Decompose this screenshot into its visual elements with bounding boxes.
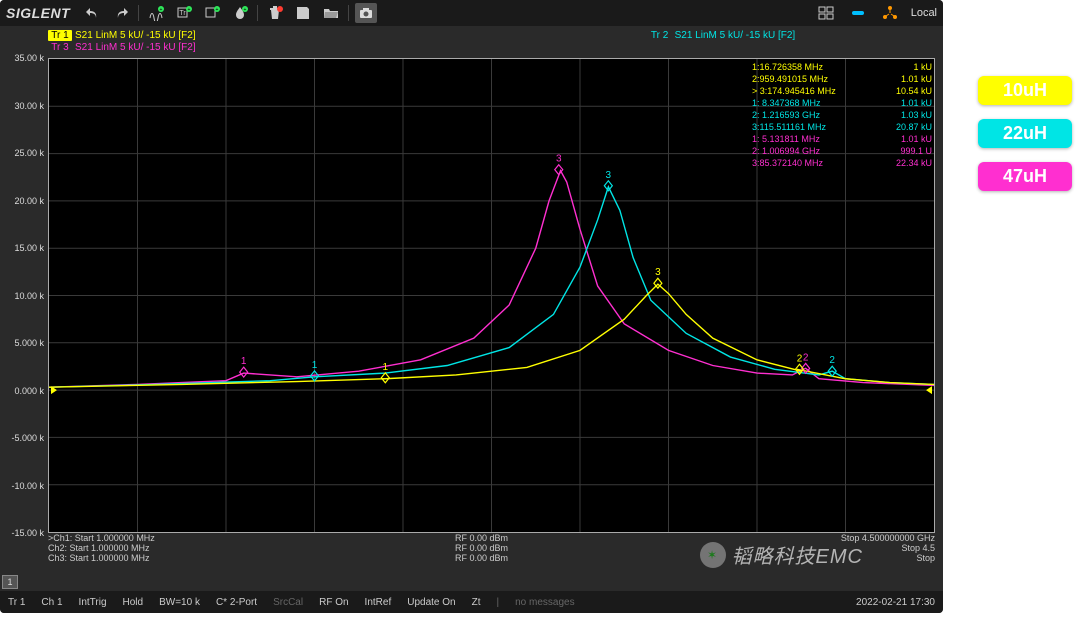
legend-pill: 47uH [978,162,1072,191]
add-channel-icon[interactable]: + [201,3,223,23]
status-item: Update On [407,597,455,608]
y-tick: 35.00 k [14,53,44,63]
marker-readout-row: 2:959.491015 MHz1.01 kU [752,73,932,85]
svg-text:+: + [244,7,247,13]
top-toolbar: SIGLENT + Tr+ + + Local [0,0,943,26]
y-tick: -5.000 k [11,433,44,443]
window-tab[interactable]: 1 [2,575,18,589]
svg-text:2: 2 [803,352,809,363]
brand-logo: SIGLENT [6,5,70,21]
y-tick: 0.000 k [14,386,44,396]
trace-header: Tr 1S21 LinM 5 kU/ -15 kU [F2] Tr 3S21 L… [48,30,795,53]
trace1-label[interactable]: Tr 1S21 LinM 5 kU/ -15 kU [F2] [48,30,196,41]
marker-readout-row: 3:115.511161 MHz20.87 kU [752,121,932,133]
local-label[interactable]: Local [911,7,937,19]
plot-area: 35.00 k30.00 k25.00 k20.00 k15.00 k10.00… [10,58,935,563]
svg-text:2: 2 [829,355,835,366]
y-tick: -10.00 k [11,481,44,491]
svg-text:3: 3 [655,267,661,278]
link-icon[interactable] [847,3,869,23]
svg-text:3: 3 [606,170,612,181]
svg-text:1: 1 [312,360,318,371]
watermark-text: 韬略科技EMC [732,540,863,569]
layout-icon[interactable] [815,3,837,23]
plot[interactable]: 1 3 2 1 3 2 1 3 2 1:16.726358 MHz1 kU2:959.49101… [48,58,935,533]
instrument-window: SIGLENT + Tr+ + + Local Tr 1S21 LinM 5 k… [0,0,943,613]
svg-text:+: + [188,7,191,13]
status-item: IntRef [365,597,392,608]
y-axis-ticks: 35.00 k30.00 k25.00 k20.00 k15.00 k10.00… [10,58,46,533]
svg-text:+: + [160,7,163,13]
status-item: Ch 1 [41,597,62,608]
delete-icon[interactable] [264,3,286,23]
y-tick: 25.00 k [14,148,44,158]
y-tick: 20.00 k [14,196,44,206]
marker-readout-row: 2: 1.006994 GHz999.1 U [752,145,932,157]
y-tick: 30.00 k [14,101,44,111]
legend-pill: 22uH [978,119,1072,148]
undo-icon[interactable] [82,3,104,23]
legend-side: 10uH 22uH 47uH [978,76,1072,191]
add-trace-icon[interactable]: Tr+ [173,3,195,23]
trace3-label[interactable]: Tr 3S21 LinM 5 kU/ -15 kU [F2] [48,42,196,53]
status-item: 2022-02-21 17:30 [856,597,935,608]
screenshot-icon[interactable] [355,3,377,23]
wechat-icon: ✶ [700,542,726,568]
marker-readout-row: 1: 8.347368 MHz1.01 kU [752,97,932,109]
status-item: no messages [515,597,574,608]
marker-readout-row: 2: 1.216593 GHz1.03 kU [752,109,932,121]
status-item: Hold [123,597,144,608]
status-item: Tr 1 [8,597,25,608]
marker-readout-row: > 3:174.945416 MHz10.54 kU [752,85,932,97]
status-item: BW=10 k [159,597,200,608]
y-tick: 5.000 k [14,338,44,348]
svg-text:Tr: Tr [179,10,186,17]
trace2-label[interactable]: Tr 2S21 LinM 5 kU/ -15 kU [F2] [648,30,796,41]
status-item: RF On [319,597,348,608]
status-item: Zt [472,597,481,608]
status-item: SrcCal [273,597,303,608]
add-freq-icon[interactable]: + [145,3,167,23]
marker-readout: 1:16.726358 MHz1 kU2:959.491015 MHz1.01 … [752,61,932,169]
y-tick: 10.00 k [14,291,44,301]
status-item: | [497,597,500,608]
toolbar-right: Local [815,3,937,23]
network-icon[interactable] [879,3,901,23]
svg-text:3: 3 [556,154,562,165]
legend-pill: 10uH [978,76,1072,105]
y-tick: 15.00 k [14,243,44,253]
svg-text:1: 1 [241,356,247,367]
open-icon[interactable] [320,3,342,23]
svg-text:2: 2 [797,353,803,364]
redo-icon[interactable] [110,3,132,23]
marker-drop-icon[interactable]: + [229,3,251,23]
marker-readout-row: 3:85.372140 MHz22.34 kU [752,157,932,169]
save-icon[interactable] [292,3,314,23]
watermark: ✶ 韬略科技EMC [700,540,863,569]
status-bar: Tr 1 Ch 1 IntTrig Hold BW=10 k C* 2-Port SrcCa… [0,591,943,613]
marker-readout-row: 1: 5.131811 MHz1.01 kU [752,133,932,145]
status-item: IntTrig [79,597,107,608]
status-item: C* 2-Port [216,597,257,608]
svg-text:1: 1 [383,362,389,373]
svg-text:+: + [216,7,219,13]
y-tick: -15.00 k [11,528,44,538]
marker-readout-row: 1:16.726358 MHz1 kU [752,61,932,73]
